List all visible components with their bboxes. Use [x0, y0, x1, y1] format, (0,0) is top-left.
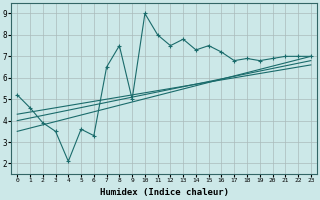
X-axis label: Humidex (Indice chaleur): Humidex (Indice chaleur)	[100, 188, 228, 197]
